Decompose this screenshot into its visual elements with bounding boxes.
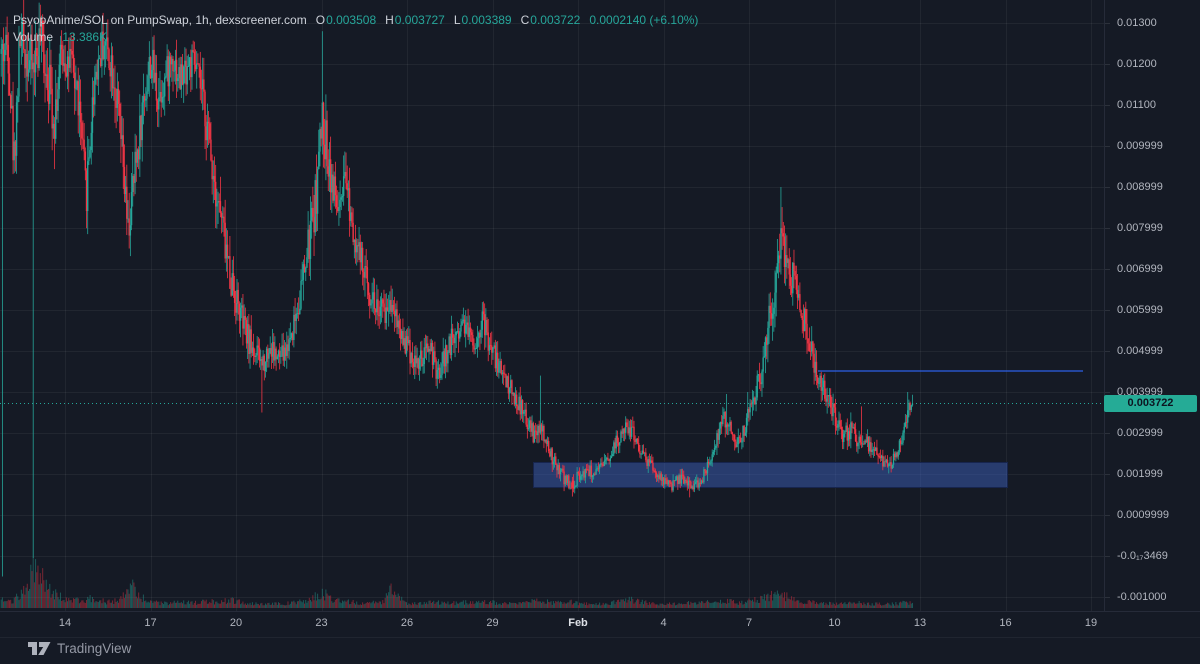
y-axis-label: 0.008999 <box>1117 181 1163 194</box>
tradingview-logo[interactable]: TradingView <box>28 641 131 656</box>
x-axis-label: 16 <box>999 617 1012 629</box>
x-axis-label: 4 <box>660 617 667 629</box>
symbol-title: PsyopAnime/SOL on PumpSwap, 1h, dexscree… <box>13 13 307 27</box>
x-axis-label: 7 <box>745 617 753 629</box>
close-value: 0.003722 <box>530 13 581 27</box>
price-axis[interactable]: 0.01300 0.01200 0.01100 0.009999 0.008999 0.0… <box>1104 0 1200 612</box>
x-axis-label: 20 <box>229 617 243 629</box>
y-axis-label: 0.002999 <box>1117 427 1163 440</box>
volume-label: Volume <box>13 30 54 44</box>
x-axis-label: 19 <box>1084 617 1098 629</box>
open-label: O <box>315 13 326 27</box>
x-axis-label: 17 <box>144 617 157 629</box>
x-axis-label: 23 <box>315 617 328 629</box>
x-axis-label: 29 <box>486 617 499 629</box>
y-axis-label: 0.006999 <box>1117 263 1163 276</box>
high-label: H <box>385 13 394 27</box>
x-axis-label: 26 <box>400 617 414 629</box>
low-label: L <box>453 13 461 27</box>
current-price-label: 0.003722 <box>1104 394 1197 412</box>
y-axis-label: 0.004999 <box>1117 345 1163 358</box>
y-axis-label: 0.0009999 <box>1117 509 1169 521</box>
change-value: 0.0002140 (+6.10%) <box>589 13 699 27</box>
tradingview-icon <box>28 642 51 655</box>
y-axis-label: -0.001000 <box>1117 591 1167 603</box>
y-axis-label: 0.005999 <box>1117 304 1163 317</box>
close-label: C <box>520 13 530 27</box>
low-value: 0.003389 <box>461 13 512 27</box>
y-axis-label: 0.009999 <box>1117 140 1163 153</box>
y-axis-label: 0.01300 <box>1117 17 1157 29</box>
x-axis-label: 10 <box>828 617 841 629</box>
volume-value: 13.386K <box>62 30 108 44</box>
y-axis-label: -0.0₁₇3469 <box>1117 550 1168 562</box>
y-axis-label: 0.01200 <box>1117 58 1157 70</box>
time-axis[interactable]: 14 17 20 23 26 29 Feb 4 7 10 13 16 19 <box>0 612 1104 637</box>
y-axis-label: 0.01100 <box>1117 99 1156 111</box>
y-axis-label: 0.007999 <box>1117 222 1163 235</box>
chart-legend: PsyopAnime/SOL on PumpSwap, 1h, dexscree… <box>13 12 698 46</box>
x-axis-label: 13 <box>913 617 927 629</box>
footer-bar: TradingView <box>0 637 1200 664</box>
y-axis-label: 0.001999 <box>1117 468 1163 481</box>
high-value: 0.003727 <box>394 13 445 27</box>
tradingview-logo-text: TradingView <box>57 641 132 656</box>
open-value: 0.003508 <box>326 13 377 27</box>
x-axis-label: 14 <box>58 617 72 629</box>
x-axis-label: Feb <box>568 617 588 629</box>
